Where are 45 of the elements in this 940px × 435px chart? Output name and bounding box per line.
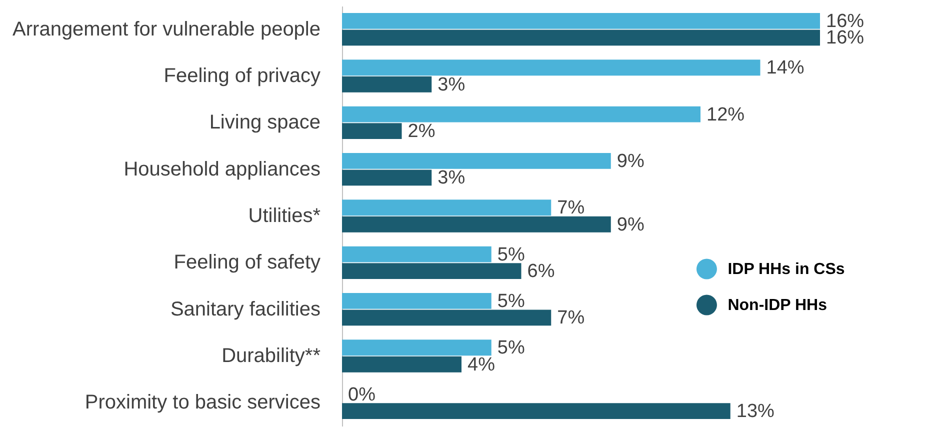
bar — [342, 263, 522, 279]
bar — [342, 293, 492, 309]
bar — [342, 310, 552, 326]
data-label: 12% — [706, 104, 745, 126]
data-label: 16% — [826, 28, 864, 49]
data-label: 0% — [348, 384, 376, 406]
y-tick-label: Utilities* — [248, 205, 321, 227]
y-tick-label: Arrangement for vulnerable people — [12, 18, 320, 40]
data-label: 13% — [736, 401, 775, 422]
bar — [342, 153, 611, 169]
y-tick-label: Household appliances — [124, 158, 320, 180]
bar — [342, 76, 432, 92]
bar — [342, 403, 730, 419]
bar — [342, 123, 402, 139]
data-label: 9% — [616, 214, 644, 236]
data-label: 7% — [557, 308, 585, 329]
data-label: 9% — [616, 150, 644, 172]
data-label: 4% — [468, 354, 496, 376]
data-label: 3% — [438, 74, 466, 96]
bar — [342, 356, 462, 372]
bar — [342, 340, 492, 356]
y-tick-label: Durability** — [222, 345, 321, 367]
bar — [342, 13, 820, 29]
data-label: 6% — [527, 261, 555, 282]
bar — [342, 106, 700, 122]
data-label: 5% — [497, 290, 525, 312]
bar — [342, 60, 760, 76]
data-label: 5% — [497, 244, 525, 266]
data-label: 2% — [408, 121, 436, 142]
data-label: 14% — [766, 58, 804, 79]
legend-label: IDP HHs in CSs — [728, 261, 845, 278]
bar — [342, 200, 552, 216]
bar — [342, 216, 611, 232]
y-tick-label: Feeling of privacy — [164, 65, 320, 87]
y-tick-label: Feeling of safety — [174, 252, 320, 274]
bar — [342, 246, 492, 262]
legend-label: Non-IDP HHs — [728, 297, 828, 314]
data-label: 3% — [438, 168, 466, 189]
data-label: 5% — [497, 338, 525, 359]
bar — [342, 170, 432, 186]
data-label: 7% — [557, 198, 585, 219]
y-tick-label: Proximity to basic services — [84, 392, 320, 414]
y-tick-label: Living space — [209, 112, 320, 134]
bar — [342, 30, 820, 46]
y-tick-label: Sanitary facilities — [170, 298, 320, 320]
